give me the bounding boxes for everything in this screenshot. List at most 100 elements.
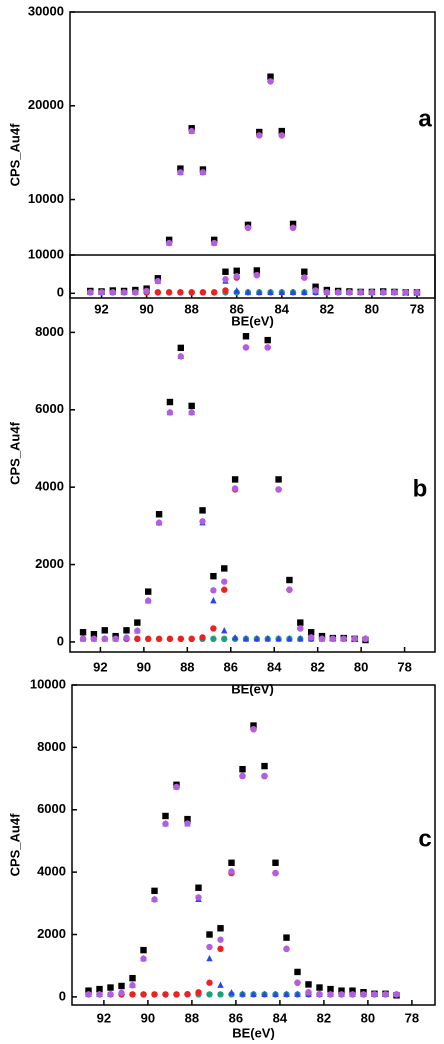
y-tick-label: 0	[57, 285, 64, 300]
data-point	[312, 287, 319, 294]
data-point	[129, 991, 136, 998]
data-point	[98, 289, 105, 296]
data-point	[261, 762, 268, 770]
data-point	[233, 272, 240, 280]
data-point	[199, 518, 206, 525]
x-tick-label: 78	[397, 659, 411, 674]
data-point	[210, 239, 218, 247]
data-point	[413, 289, 421, 296]
x-tick-label: 82	[320, 301, 334, 316]
data-point	[206, 979, 213, 986]
data-point	[188, 127, 195, 135]
plot-frame	[71, 684, 436, 1006]
y-tick-label: 8000	[35, 324, 64, 339]
data-point	[272, 990, 279, 997]
data-point	[210, 635, 217, 643]
data-point	[134, 627, 141, 634]
data-point	[199, 289, 207, 296]
x-tick-label: 78	[410, 301, 424, 316]
data-point	[357, 289, 364, 296]
data-point	[233, 287, 240, 294]
x-tick-label: 84	[275, 301, 290, 316]
data-point	[140, 946, 147, 954]
x-axis-label: BE(eV)	[232, 1025, 275, 1040]
panel-label: b	[413, 475, 428, 502]
data-point	[261, 990, 268, 997]
data-point	[231, 476, 239, 483]
data-point	[151, 896, 158, 903]
data-point	[154, 289, 162, 296]
x-tick-label: 90	[139, 301, 153, 316]
data-point	[199, 169, 207, 176]
data-point	[329, 635, 337, 643]
data-point	[206, 943, 213, 951]
data-point	[301, 288, 308, 295]
data-point	[217, 981, 224, 988]
data-point	[244, 224, 252, 231]
x-tick-label: 90	[137, 659, 151, 674]
data-point	[145, 635, 152, 643]
data-point	[221, 578, 228, 585]
data-point	[297, 619, 304, 626]
data-point	[221, 626, 228, 634]
y-axis-label: CPS_Au4f	[7, 813, 22, 877]
data-point	[312, 283, 319, 290]
data-point	[120, 289, 128, 296]
data-point	[242, 635, 250, 642]
plot-frame	[69, 11, 436, 299]
data-point	[217, 925, 224, 932]
data-point	[166, 398, 174, 406]
data-point	[221, 635, 228, 643]
y-tick-label: 2000	[35, 556, 64, 571]
data-point	[338, 991, 345, 998]
data-point	[210, 572, 217, 580]
data-point	[327, 991, 334, 998]
data-point	[173, 991, 180, 998]
data-point	[188, 289, 195, 296]
data-point	[199, 507, 206, 514]
data-point	[151, 887, 158, 895]
data-point	[188, 402, 195, 410]
data-point	[289, 224, 297, 231]
data-point	[166, 635, 174, 643]
panel-label: c	[418, 825, 431, 852]
data-point	[195, 989, 202, 996]
y-tick-label: 6000	[35, 401, 64, 416]
data-point	[228, 989, 235, 996]
data-point	[275, 486, 282, 493]
data-point	[145, 597, 152, 604]
data-point	[210, 625, 217, 632]
y-tick-label: 6000	[37, 801, 66, 816]
data-point	[107, 984, 114, 991]
data-point	[217, 936, 224, 943]
data-point	[275, 635, 282, 642]
data-point	[151, 991, 158, 998]
data-point	[217, 945, 224, 953]
data-point	[351, 635, 358, 643]
data-point	[112, 635, 119, 643]
data-point	[256, 288, 263, 295]
data-point	[140, 955, 147, 962]
y-axis-label: CPS_Au4f	[7, 123, 22, 187]
data-point	[79, 635, 87, 643]
y-tick-label: 10000	[30, 676, 66, 691]
data-point	[391, 289, 398, 296]
data-point	[96, 985, 103, 993]
data-point	[242, 333, 250, 340]
x-tick-label: 84	[273, 1010, 288, 1025]
data-point	[289, 288, 297, 295]
data-point	[177, 289, 184, 296]
y-tick-label: 10000	[28, 191, 64, 206]
data-point	[162, 991, 169, 998]
y-tick-label: 20000	[28, 97, 64, 112]
data-point	[228, 868, 235, 875]
plot-frame	[69, 254, 436, 653]
x-tick-label: 90	[141, 1010, 155, 1025]
x-axis-label: BE(eV)	[231, 313, 274, 328]
x-tick-label: 88	[185, 1010, 199, 1025]
data-point	[267, 73, 274, 80]
data-point	[123, 634, 130, 641]
y-tick-label: 4000	[37, 864, 66, 879]
data-point	[177, 353, 185, 360]
